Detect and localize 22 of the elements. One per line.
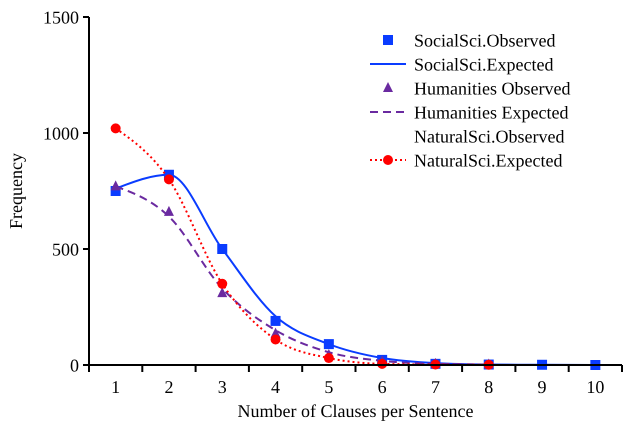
x-tick-label: 7 — [430, 377, 440, 397]
y-axis-title: Frequency — [6, 153, 26, 229]
legend-label: Humanities Expected — [414, 102, 568, 122]
legend-label: SocialSci.Observed — [414, 30, 556, 50]
legend-label: NaturalSci.Expected — [414, 150, 562, 170]
x-tick-label: 6 — [378, 377, 387, 397]
legend-label: SocialSci.Expected — [414, 54, 554, 74]
x-tick-label: 9 — [538, 377, 547, 397]
x-tick-label: 2 — [164, 377, 174, 397]
x-tick-label: 10 — [586, 377, 604, 397]
x-tick-label: 5 — [324, 377, 334, 397]
x-axis-title: Number of Clauses per Sentence — [238, 401, 474, 421]
text: NaturalSci.Observed — [414, 126, 564, 146]
x-tick-label: 4 — [271, 377, 280, 397]
x-tick-label: 8 — [484, 377, 494, 397]
y-tick-label: 0 — [70, 355, 79, 376]
x-tick-label: 1 — [111, 377, 120, 397]
legend-label: Humanities Observed — [414, 78, 570, 98]
y-tick-label: 1500 — [43, 7, 79, 28]
x-tick-label: 3 — [218, 377, 227, 397]
y-tick-label: 500 — [52, 239, 79, 260]
y-tick-label: 1000 — [43, 123, 79, 144]
